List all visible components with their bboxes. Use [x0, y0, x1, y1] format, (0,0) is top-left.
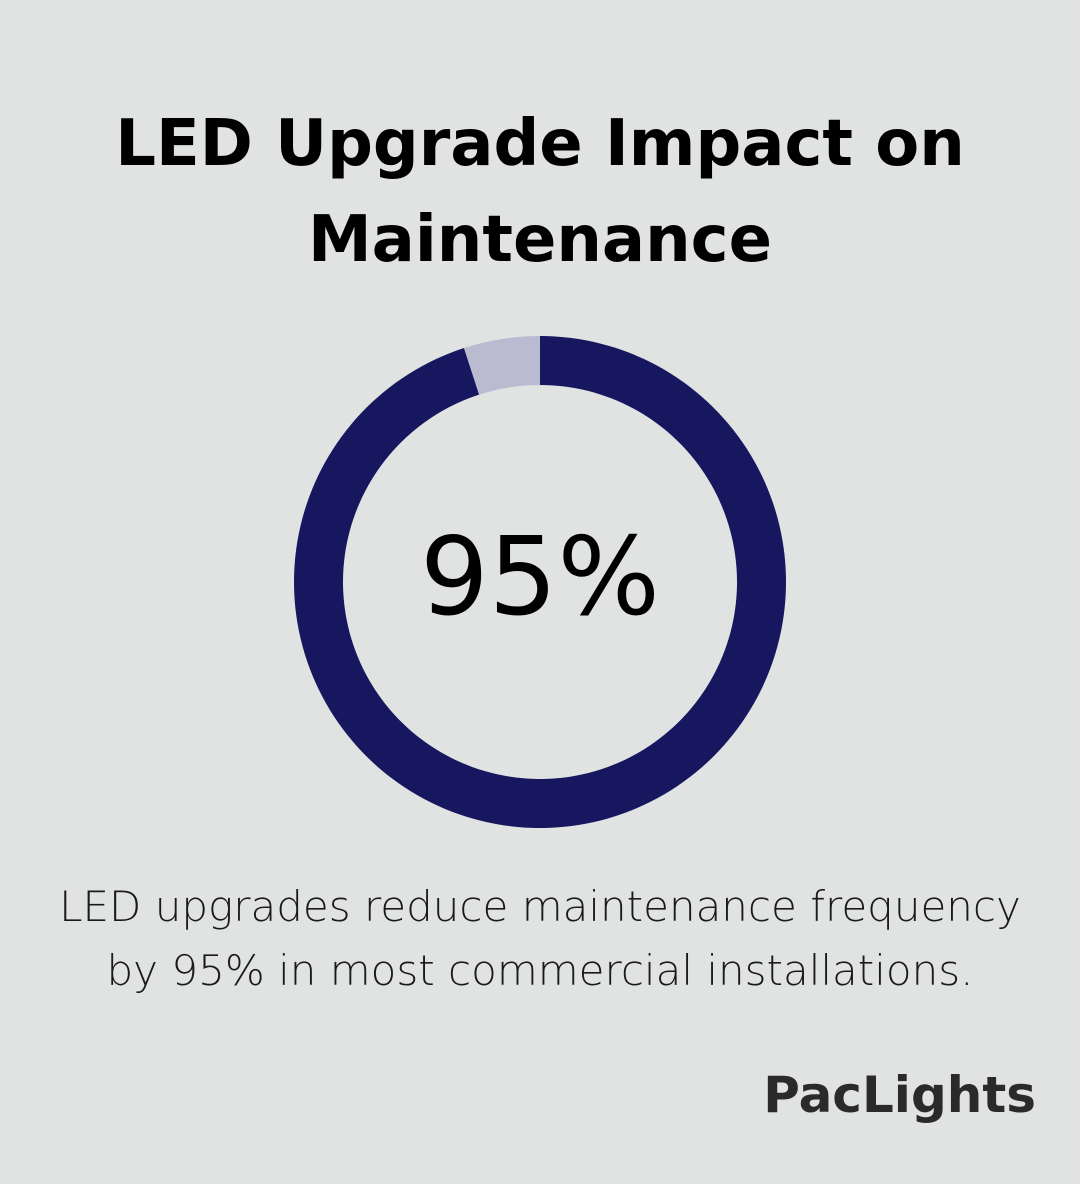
center-value-label: 95%: [420, 515, 660, 640]
paclights-logo: PacLights: [763, 1066, 1036, 1124]
donut-slice-remainder: [463, 336, 540, 395]
caption-text: LED upgrades reduce maintenance frequenc…: [59, 882, 1021, 995]
chart-title: LED Upgrade Impact on Maintenance: [115, 107, 965, 277]
donut-slices: [293, 336, 786, 829]
